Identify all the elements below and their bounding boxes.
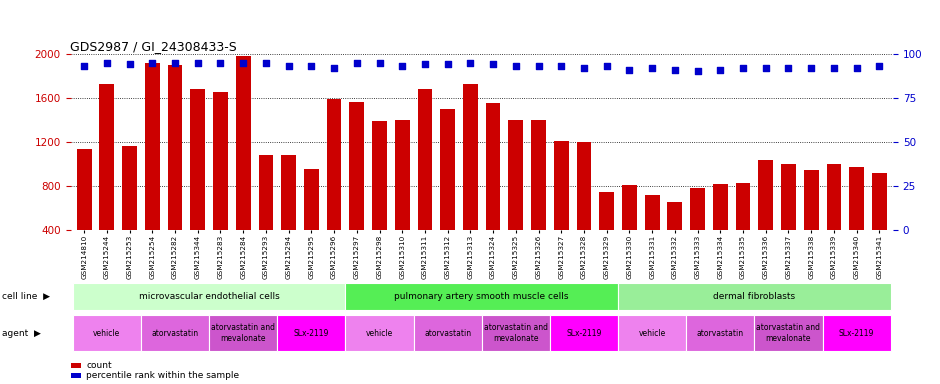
Bar	[736, 183, 750, 275]
Bar	[826, 164, 841, 275]
Bar	[531, 120, 546, 275]
Text: GDS2987 / GI_24308433-S: GDS2987 / GI_24308433-S	[70, 40, 237, 53]
Point	[372, 60, 387, 66]
Point	[440, 61, 455, 68]
Point	[826, 65, 841, 71]
Bar	[258, 155, 274, 275]
Point	[871, 63, 886, 69]
Point	[781, 65, 796, 71]
Text: microvascular endothelial cells: microvascular endothelial cells	[139, 292, 279, 301]
Bar	[281, 155, 296, 275]
Point	[622, 66, 637, 73]
Text: atorvastatin and
mevalonate: atorvastatin and mevalonate	[212, 323, 275, 343]
Bar	[486, 103, 500, 275]
Text: atorvastatin: atorvastatin	[151, 329, 198, 338]
Bar	[509, 120, 524, 275]
Text: atorvastatin: atorvastatin	[424, 329, 471, 338]
Text: SLx-2119: SLx-2119	[566, 329, 602, 338]
Bar	[622, 185, 636, 275]
Bar	[191, 89, 205, 275]
Bar	[327, 99, 341, 275]
Bar	[713, 184, 728, 275]
Text: vehicle: vehicle	[93, 329, 120, 338]
Text: count: count	[86, 361, 112, 370]
Point	[77, 63, 92, 69]
Point	[690, 68, 705, 74]
Bar	[350, 103, 364, 275]
Point	[576, 65, 591, 71]
Point	[462, 60, 478, 66]
Point	[667, 66, 682, 73]
Text: dermal fibroblasts: dermal fibroblasts	[713, 292, 795, 301]
Point	[417, 61, 432, 68]
Point	[100, 60, 115, 66]
Point	[713, 66, 728, 73]
Point	[145, 60, 160, 66]
Point	[236, 60, 251, 66]
Point	[213, 60, 228, 66]
Point	[645, 65, 660, 71]
Text: atorvastatin: atorvastatin	[697, 329, 744, 338]
Bar	[372, 121, 387, 275]
Bar	[781, 164, 796, 275]
Point	[531, 63, 546, 69]
Bar	[759, 160, 773, 275]
Point	[395, 63, 410, 69]
Text: percentile rank within the sample: percentile rank within the sample	[86, 371, 240, 380]
Text: vehicle: vehicle	[638, 329, 666, 338]
Bar	[395, 120, 410, 275]
Point	[804, 65, 819, 71]
Text: SLx-2119: SLx-2119	[293, 329, 329, 338]
Text: SLx-2119: SLx-2119	[839, 329, 874, 338]
Point	[554, 63, 569, 69]
Point	[167, 60, 182, 66]
Bar	[122, 146, 137, 275]
Bar	[304, 169, 319, 275]
Text: agent  ▶: agent ▶	[2, 329, 40, 338]
Text: pulmonary artery smooth muscle cells: pulmonary artery smooth muscle cells	[395, 292, 569, 301]
Bar	[463, 84, 478, 275]
Bar	[77, 149, 91, 275]
Bar	[690, 189, 705, 275]
Text: atorvastatin and
mevalonate: atorvastatin and mevalonate	[757, 323, 821, 343]
Bar	[600, 192, 614, 275]
Point	[350, 60, 365, 66]
Bar	[236, 56, 251, 275]
Bar	[167, 65, 182, 275]
Point	[326, 65, 341, 71]
Text: cell line  ▶: cell line ▶	[2, 292, 50, 301]
Bar	[645, 195, 660, 275]
Bar	[576, 142, 591, 275]
Point	[509, 63, 524, 69]
Point	[304, 63, 319, 69]
Point	[281, 63, 296, 69]
Point	[258, 60, 274, 66]
Point	[759, 65, 774, 71]
Text: vehicle: vehicle	[366, 329, 393, 338]
Point	[735, 65, 750, 71]
Point	[190, 60, 205, 66]
Text: atorvastatin and
mevalonate: atorvastatin and mevalonate	[484, 323, 548, 343]
Bar	[100, 84, 115, 275]
Bar	[667, 202, 682, 275]
Bar	[417, 89, 432, 275]
Point	[849, 65, 864, 71]
Bar	[849, 167, 864, 275]
Bar	[872, 173, 886, 275]
Point	[122, 61, 137, 68]
Bar	[554, 141, 569, 275]
Bar	[440, 109, 455, 275]
Point	[486, 61, 501, 68]
Bar	[804, 170, 819, 275]
Bar	[145, 63, 160, 275]
Bar	[213, 93, 227, 275]
Point	[599, 63, 614, 69]
